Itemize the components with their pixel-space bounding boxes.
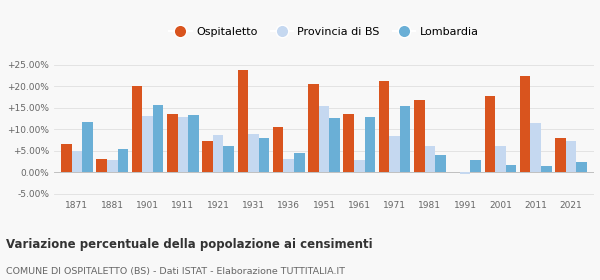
Bar (329, 118, 340, 172)
Bar (97, 158, 107, 172)
Bar (506, 165, 517, 172)
Bar (273, 127, 283, 172)
Bar (167, 114, 178, 172)
Bar (308, 83, 319, 172)
Bar (566, 141, 577, 172)
Bar (425, 146, 435, 172)
Bar (389, 136, 400, 172)
Bar (470, 160, 481, 172)
Bar (248, 134, 259, 172)
Text: COMUNE DI OSPITALETTO (BS) - Dati ISTAT - Elaborazione TUTTITALIA.IT: COMUNE DI OSPITALETTO (BS) - Dati ISTAT … (6, 267, 345, 276)
Bar (153, 105, 163, 172)
Bar (555, 138, 566, 172)
Bar (283, 158, 294, 172)
Bar (259, 138, 269, 172)
Bar (460, 172, 470, 174)
Bar (379, 81, 389, 172)
Bar (414, 99, 425, 172)
Bar (485, 96, 495, 172)
Bar (400, 106, 410, 172)
Bar (541, 166, 551, 172)
Bar (142, 116, 153, 172)
Legend: Ospitaletto, Provincia di BS, Lombardia: Ospitaletto, Provincia di BS, Lombardia (165, 22, 483, 41)
Bar (118, 149, 128, 172)
Bar (223, 146, 234, 172)
Bar (178, 117, 188, 172)
Bar (238, 70, 248, 172)
Bar (495, 146, 506, 172)
Bar (188, 115, 199, 172)
Bar (577, 162, 587, 172)
Bar (61, 144, 71, 172)
Bar (354, 160, 365, 172)
Bar (131, 86, 142, 172)
Bar (107, 160, 118, 172)
Bar (71, 151, 82, 172)
Bar (202, 141, 213, 172)
Bar (213, 135, 223, 172)
Bar (520, 76, 530, 172)
Bar (530, 123, 541, 172)
Bar (365, 117, 375, 172)
Bar (343, 114, 354, 172)
Bar (294, 153, 305, 172)
Bar (82, 122, 93, 172)
Bar (435, 155, 446, 172)
Bar (319, 106, 329, 172)
Text: Variazione percentuale della popolazione ai censimenti: Variazione percentuale della popolazione… (6, 238, 373, 251)
